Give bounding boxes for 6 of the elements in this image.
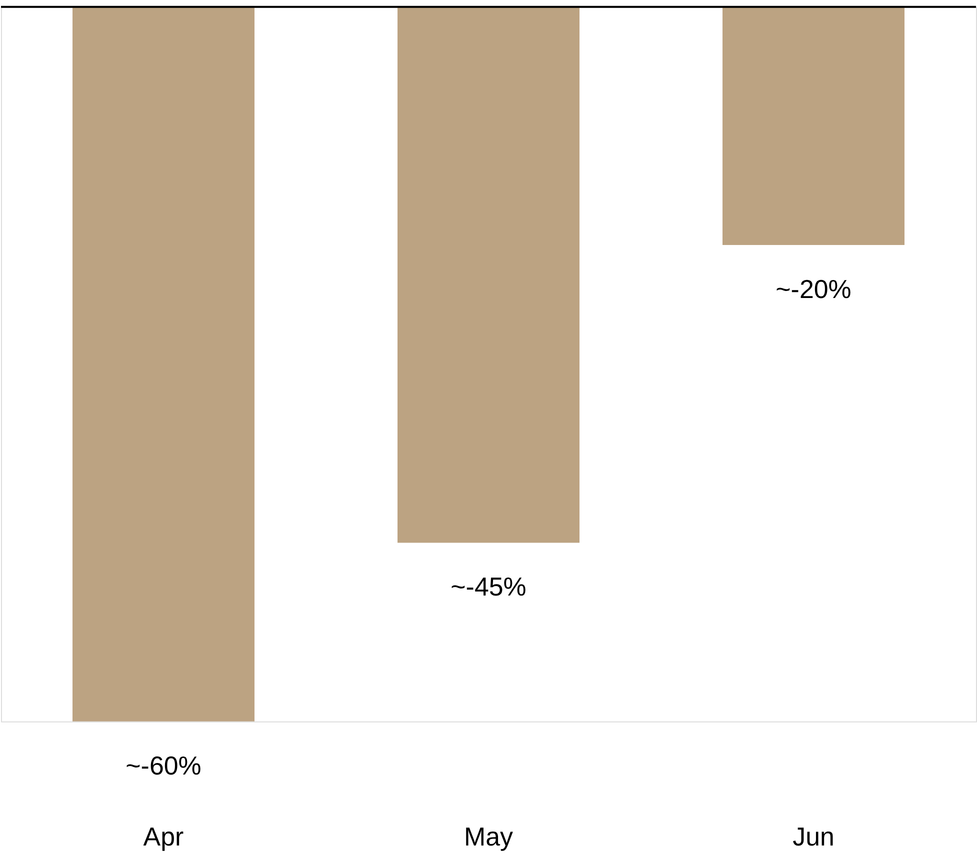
data-label: ~-45%: [450, 574, 526, 602]
x-tick-label: Jun: [792, 824, 834, 852]
data-label: ~-20%: [776, 276, 852, 304]
x-tick-label: May: [464, 824, 514, 852]
data-label: ~-60%: [126, 752, 202, 780]
x-tick-label: Apr: [143, 824, 184, 852]
